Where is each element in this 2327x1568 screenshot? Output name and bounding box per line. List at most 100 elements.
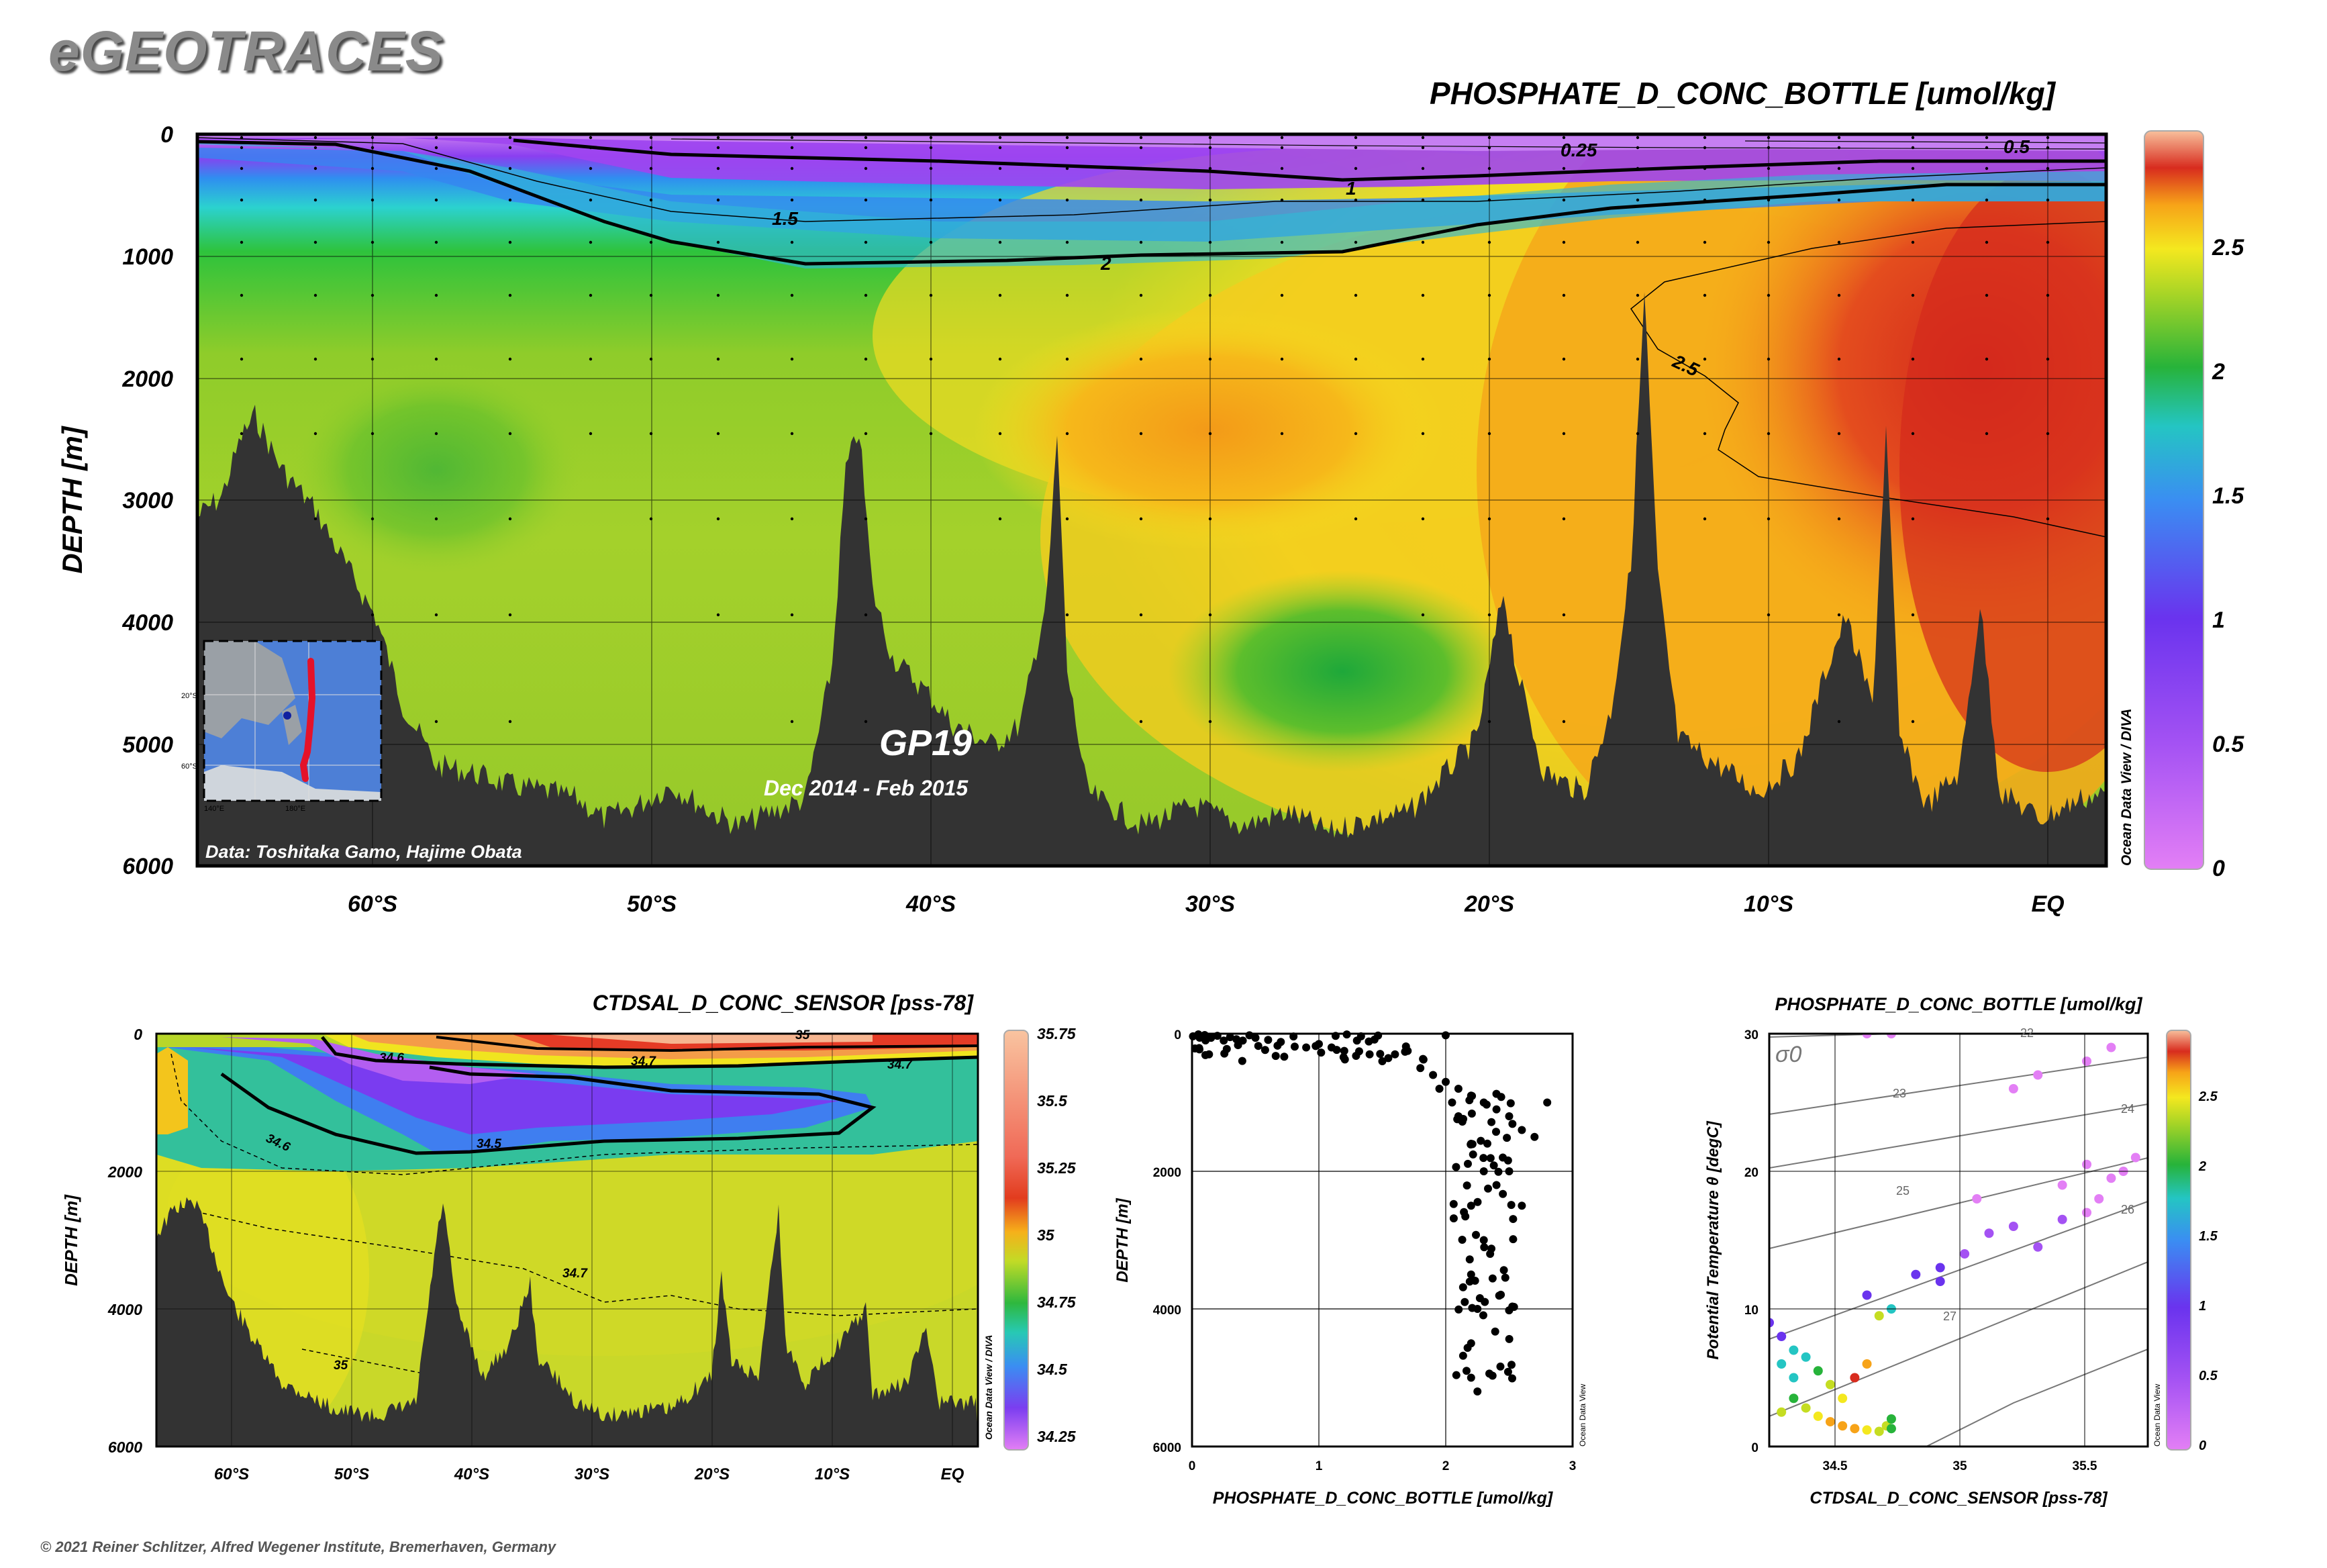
sal-cb-tick: 34.5: [1037, 1361, 1068, 1378]
sal-cb-tick: 34.75: [1037, 1293, 1077, 1311]
station-sample: [1421, 357, 1425, 361]
station-sample: [1911, 166, 1915, 170]
profile-point: [1497, 1290, 1505, 1299]
station-sample: [998, 293, 1002, 297]
sal-xtick: 50°S: [334, 1465, 369, 1483]
station-sample: [313, 136, 317, 140]
station-sample: [589, 293, 593, 297]
station-sample: [1562, 432, 1566, 436]
station-sample: [1837, 146, 1841, 150]
station-sample: [434, 293, 438, 297]
station-sample: [1280, 293, 1284, 297]
profile-point: [1429, 1071, 1438, 1079]
station-sample: [1562, 198, 1566, 202]
profile-point: [1220, 1036, 1228, 1045]
station-sample: [1139, 517, 1143, 521]
station-sample: [1139, 240, 1143, 244]
station-sample: [1985, 357, 1989, 361]
main-ylabel: DEPTH [m]: [56, 425, 88, 573]
station-sample: [1065, 432, 1069, 436]
main-ytick: 1000: [122, 244, 173, 270]
station-sample: [508, 198, 512, 202]
sal-xtick: 10°S: [815, 1465, 850, 1483]
ts-cb-tick: 1: [2199, 1299, 2206, 1314]
ts-point: [1777, 1407, 1787, 1417]
station-sample: [1837, 613, 1841, 617]
station-sample: [434, 613, 438, 617]
ts-point: [2130, 1153, 2140, 1163]
station-sample: [1354, 240, 1358, 244]
sal-xtick: 60°S: [214, 1465, 249, 1483]
station-sample: [1636, 432, 1640, 436]
station-sample: [1911, 432, 1915, 436]
station-sample: [1354, 432, 1358, 436]
ts-ytick: 0: [1751, 1441, 1759, 1455]
station-sample: [1837, 720, 1841, 724]
salinity-colorbar-ticks: 35.75 35.5 35.25 35 34.75 34.5 34.25: [1037, 1025, 1077, 1445]
station-sample: [1421, 240, 1425, 244]
prof-ytick: 0: [1174, 1028, 1181, 1042]
station-sample: [1280, 240, 1284, 244]
profile-point: [1435, 1085, 1444, 1093]
cb-tick: 2: [2212, 359, 2225, 385]
station-sample: [1354, 357, 1358, 361]
station-sample: [716, 432, 720, 436]
main-ytick: 6000: [122, 854, 173, 879]
salinity-ylabel: DEPTH [m]: [61, 1194, 81, 1286]
station-sample: [313, 146, 317, 150]
profile-point: [1264, 1036, 1273, 1044]
profile-point: [1254, 1042, 1262, 1050]
station-sample: [790, 146, 794, 150]
sal-cb-tick: 35.5: [1037, 1092, 1068, 1110]
station-sample: [864, 166, 868, 170]
profile-point: [1416, 1064, 1425, 1073]
ts-isopycnal-labels: 22 23 24 25 26 27: [1893, 1026, 2134, 1323]
ts-point: [1801, 1403, 1811, 1413]
station-sample: [508, 517, 512, 521]
sal-cb-tick: 34.25: [1037, 1428, 1077, 1445]
profile-point: [1365, 1037, 1373, 1046]
inset-label-20s: 20°S: [181, 692, 197, 700]
ts-point: [2033, 1242, 2043, 1252]
profile-point: [1289, 1032, 1298, 1041]
main-xtick: 50°S: [627, 891, 677, 917]
ts-point: [1874, 1426, 1884, 1436]
profile-point: [1480, 1243, 1489, 1252]
ts-ytick: 20: [1744, 1166, 1759, 1180]
station-sample: [240, 293, 244, 297]
ts-point: [1862, 1359, 1872, 1369]
station-sample: [1139, 293, 1143, 297]
sal-xtick: 20°S: [694, 1465, 730, 1483]
ts-point: [1789, 1373, 1799, 1383]
ts-cb-tick: 1.5: [2199, 1229, 2218, 1244]
profile-point: [1449, 1214, 1458, 1223]
ts-point: [2057, 1214, 2067, 1224]
station-sample: [1703, 240, 1707, 244]
ts-points: [1769, 1034, 2140, 1436]
cb-tick: 1.5: [2212, 483, 2244, 509]
station-sample: [1065, 293, 1069, 297]
main-colorbar: [2144, 130, 2204, 870]
station-sample: [1562, 613, 1566, 617]
salinity-grid: [156, 1034, 978, 1447]
profile-point: [1273, 1041, 1282, 1050]
ts-cb-tick: 2.5: [2198, 1089, 2218, 1104]
ts-point: [2094, 1194, 2104, 1204]
profile-point: [1189, 1032, 1197, 1040]
profile-point: [1492, 1181, 1501, 1189]
station-sample: [716, 198, 720, 202]
station-sample: [1139, 357, 1143, 361]
profile-point: [1497, 1093, 1505, 1101]
station-sample: [998, 357, 1002, 361]
ts-point: [1801, 1352, 1811, 1362]
sal-contour-label: 34.7: [631, 1055, 656, 1069]
odv-credit-main: Ocean Data View / DIVA: [2119, 708, 2134, 866]
sigma-label: σ0: [1775, 1042, 1802, 1067]
station-sample: [1837, 198, 1841, 202]
station-sample: [1421, 146, 1425, 150]
station-sample: [1985, 240, 1989, 244]
cb-tick: 0: [2212, 856, 2225, 881]
station-sample: [864, 146, 868, 150]
contour-label-1: 1: [1346, 178, 1356, 199]
profile-point: [1469, 1150, 1477, 1159]
